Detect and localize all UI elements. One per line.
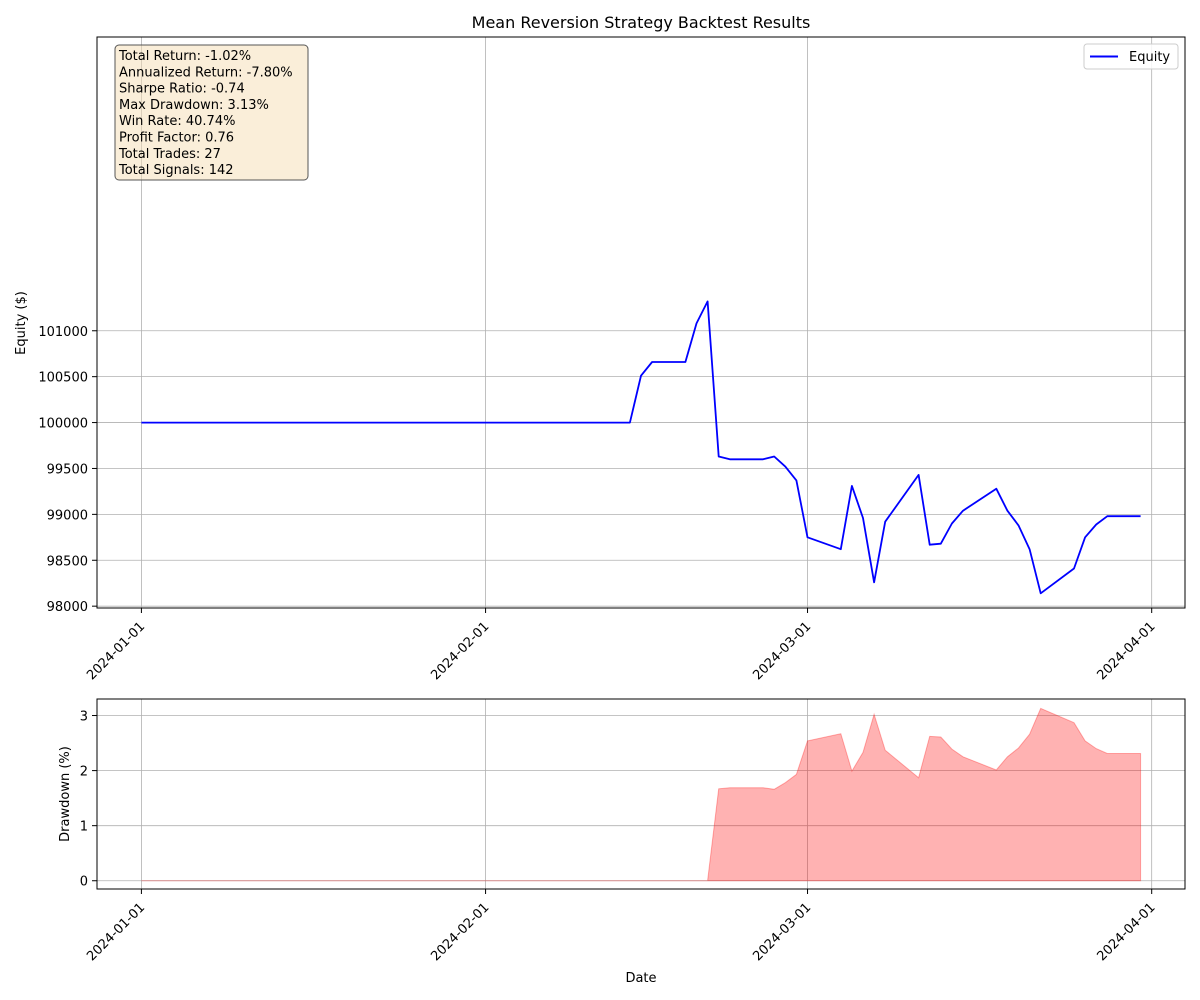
y-tick-label: 99000 xyxy=(47,508,88,523)
equity-plot-frame xyxy=(96,36,1186,609)
stats-line: Max Drawdown: 3.13% xyxy=(119,98,269,113)
stats-annotation-box: Total Return: -1.02%Annualized Return: -… xyxy=(114,44,309,181)
stats-line: Sharpe Ratio: -0.74 xyxy=(119,82,245,97)
y-tick-label: 99500 xyxy=(47,462,88,477)
drawdown-gridlines xyxy=(97,699,1185,889)
drawdown-x-axis-title: Date xyxy=(625,971,656,986)
legend-frame xyxy=(1083,43,1179,70)
stats-text-lines: Total Return: -1.02%Annualized Return: -… xyxy=(118,49,293,178)
equity-series-group xyxy=(141,300,1141,595)
drawdown-series-group xyxy=(141,707,1142,882)
drawdown-y-ticks: 0 1 2 3 xyxy=(80,710,97,890)
y-tick-label: 100000 xyxy=(38,417,88,432)
y-tick-label: 1 xyxy=(80,820,88,835)
stats-line: Total Signals: 142 xyxy=(118,163,234,178)
equity-y-ticks: 98000 98500 99000 99500 100000 100500 101000 xyxy=(38,325,97,615)
equity-legend: Equity xyxy=(1083,43,1179,70)
equity-chart-title: Mean Reversion Strategy Backtest Results xyxy=(472,13,811,32)
stats-line: Total Trades: 27 xyxy=(118,147,221,162)
stats-line: Profit Factor: 0.76 xyxy=(119,131,234,146)
stats-line: Total Return: -1.02% xyxy=(118,49,251,64)
stats-box-background xyxy=(114,44,309,181)
y-tick-label: 98000 xyxy=(47,600,88,615)
drawdown-y-axis-title: Drawdown (%) xyxy=(58,746,73,842)
stats-line: Annualized Return: -7.80% xyxy=(119,65,293,80)
y-tick-label: 2 xyxy=(80,765,88,780)
equity-y-axis-title: Equity ($) xyxy=(14,291,29,355)
y-tick-label: 3 xyxy=(80,710,88,725)
drawdown-area xyxy=(141,707,1142,882)
y-tick-label: 101000 xyxy=(38,325,88,340)
y-tick-label: 0 xyxy=(80,875,88,890)
y-tick-label: 98500 xyxy=(47,554,88,569)
legend-equity-label: Equity xyxy=(1129,50,1170,65)
drawdown-plot-frame xyxy=(96,698,1186,890)
equity-chart: 2024-01-01 2024-02-01 2024-03-01 2024-04-01… xyxy=(14,36,1186,683)
stats-line: Win Rate: 40.74% xyxy=(119,114,235,129)
y-tick-label: 100500 xyxy=(38,371,88,386)
equity-line xyxy=(141,300,1141,595)
